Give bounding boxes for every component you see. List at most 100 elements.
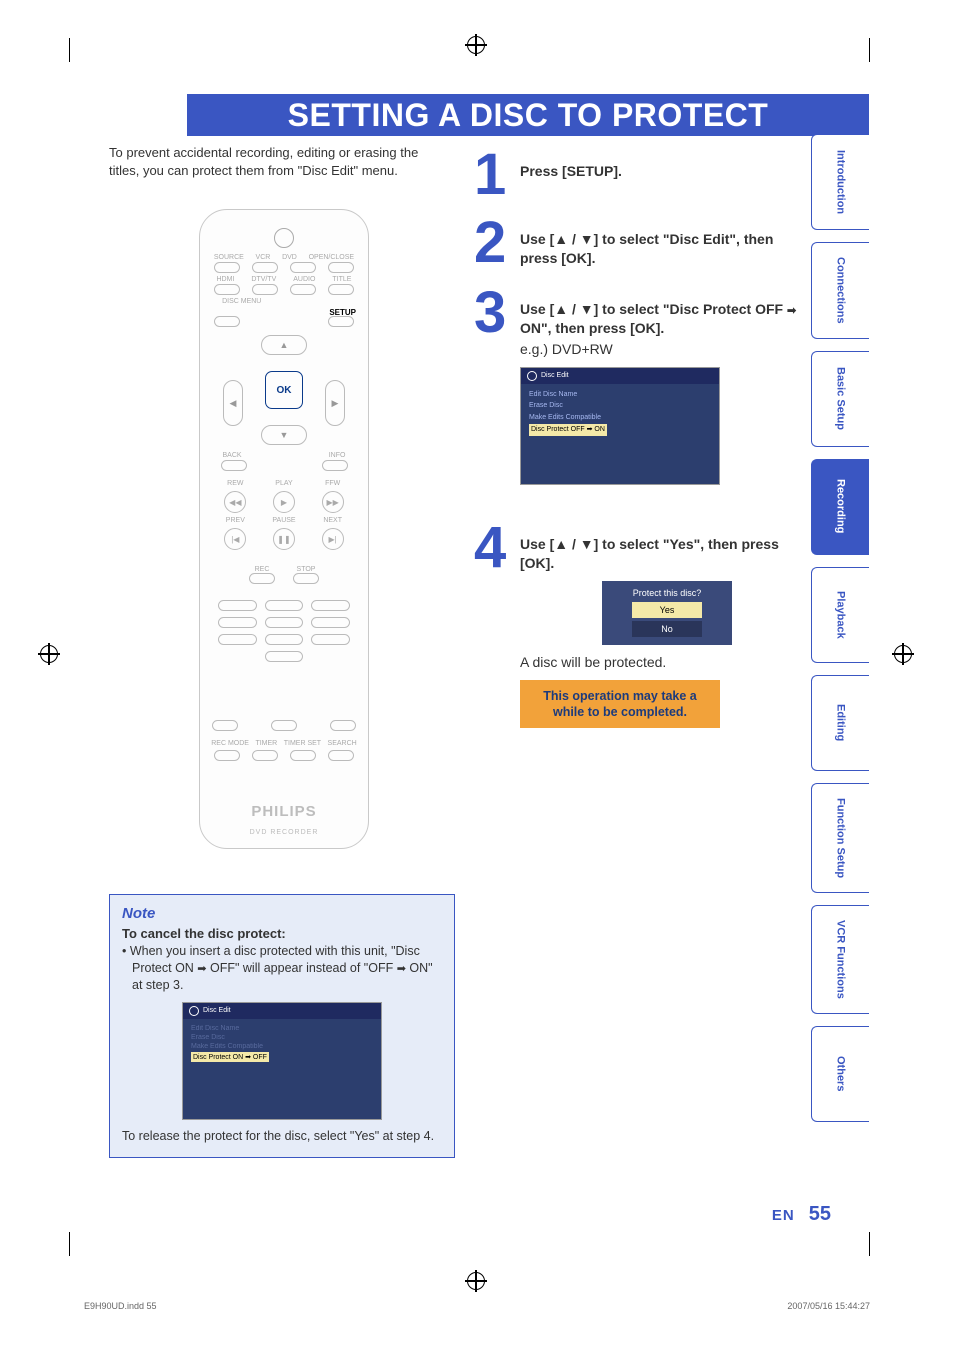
step-2: 2 Use [▲ / ▼] to select "Disc Edit", the…: [474, 220, 814, 268]
crop-mark-top: [467, 36, 485, 54]
remote-button: [271, 720, 297, 731]
remote-button: [214, 284, 240, 295]
osd-option-selected: Disc Protect OFF ➡ ON: [529, 424, 607, 435]
down-arrow-icon: ▼: [261, 425, 307, 445]
remote-button: [214, 262, 240, 273]
clear-button: [212, 720, 238, 731]
page-number: EN55: [772, 1203, 831, 1226]
num-button: [265, 651, 304, 662]
tab-function-setup[interactable]: Function Setup: [811, 783, 869, 893]
disc-icon: [527, 371, 537, 381]
crop-mark-right: [894, 645, 912, 663]
osd-title: Disc Edit: [203, 1007, 231, 1014]
num-button: [218, 617, 257, 628]
remote-button: [214, 750, 240, 761]
osd-option-selected: Disc Protect ON ➡ OFF: [191, 1052, 269, 1062]
btn-label: FFW: [311, 480, 354, 487]
btn-label: DTV/TV: [251, 276, 276, 283]
btn-label: SEARCH: [328, 740, 357, 747]
frame-line: [69, 38, 70, 62]
page-num: 55: [809, 1203, 831, 1225]
btn-label: VCR: [256, 254, 271, 261]
btn-label: STOP: [293, 566, 319, 573]
num-button: [311, 634, 350, 645]
ok-button: OK: [265, 371, 303, 409]
tab-vcr-functions[interactable]: VCR Functions: [811, 905, 869, 1014]
remote-button: [252, 262, 278, 273]
btn-label: DISC MENU: [222, 298, 261, 305]
tab-connections[interactable]: Connections: [811, 242, 869, 339]
tab-others[interactable]: Others: [811, 1026, 869, 1122]
remote-button: [290, 284, 316, 295]
osd-option: Edit Disc Name: [529, 390, 711, 399]
tab-recording[interactable]: Recording: [811, 459, 869, 555]
step-text: Press [SETUP].: [520, 163, 622, 179]
play-icon: ▶: [273, 491, 295, 513]
btn-label: AUDIO: [293, 276, 315, 283]
osd-option: Erase Disc: [191, 1034, 373, 1041]
step-3: 3 Use [▲ / ▼] to select "Disc Protect OF…: [474, 290, 814, 485]
btn-label: DVD: [282, 254, 297, 261]
arrow-icon: ➡: [397, 963, 406, 975]
dialog-question: Protect this disc?: [606, 587, 728, 599]
frame-line: [869, 1232, 870, 1256]
brand-subtitle: DVD RECORDER: [200, 829, 368, 836]
rew-icon: ◀◀: [224, 491, 246, 513]
rec-button: [249, 573, 275, 584]
prev-icon: |◀: [224, 528, 246, 550]
warning-box: This operation may take a while to be co…: [520, 680, 720, 729]
num-button: [311, 617, 350, 628]
frame-line: [69, 1232, 70, 1256]
transport-controls: REW PLAY FFW ◀◀ ▶ ▶▶ PREV PAUSE NEXT |◀ …: [214, 480, 354, 550]
btn-label: TIMER: [255, 740, 277, 747]
print-file: E9H90UD.indd 55: [84, 1301, 157, 1311]
num-button: [218, 634, 257, 645]
pause-icon: ❚❚: [273, 528, 295, 550]
number-pad: [218, 600, 350, 662]
print-timestamp: 2007/05/16 15:44:27: [787, 1301, 870, 1311]
remote-button: [290, 750, 316, 761]
btn-label: REW: [214, 480, 257, 487]
info-button: [322, 460, 348, 471]
confirm-dialog: Protect this disc? Yes No: [602, 581, 732, 645]
btn-label: TITLE: [332, 276, 351, 283]
remote-button: [252, 284, 278, 295]
disc-menu-button: [214, 316, 240, 327]
crop-mark-bottom: [467, 1272, 485, 1290]
note-body: • When you insert a disc protected with …: [122, 943, 442, 994]
btn-label: OPEN/CLOSE: [309, 254, 355, 261]
crop-mark-left: [40, 645, 58, 663]
tab-editing[interactable]: Editing: [811, 675, 869, 771]
tab-basic-setup[interactable]: Basic Setup: [811, 351, 869, 447]
next-icon: ▶|: [322, 528, 344, 550]
note-box: Note To cancel the disc protect: • When …: [109, 894, 455, 1158]
side-tabs: Introduction Connections Basic Setup Rec…: [811, 134, 869, 1134]
btn-label: REC MODE: [211, 740, 249, 747]
tab-introduction[interactable]: Introduction: [811, 134, 869, 230]
num-button: [311, 600, 350, 611]
btn-label: TIMER SET: [284, 740, 321, 747]
step-1: 1 Press [SETUP].: [474, 152, 814, 198]
arrow-icon: ➡: [787, 305, 796, 317]
step-after-text: A disc will be protected.: [520, 653, 814, 672]
btn-label: INFO: [329, 452, 346, 459]
note-subheading: To cancel the disc protect:: [122, 926, 442, 941]
btn-label: PAUSE: [263, 517, 306, 524]
right-arrow-icon: ▶: [325, 380, 345, 426]
btn-label: PREV: [214, 517, 257, 524]
osd-option: Erase Disc: [529, 401, 711, 410]
step-number: 2: [474, 220, 520, 266]
tab-playback[interactable]: Playback: [811, 567, 869, 663]
step-subtext: e.g.) DVD+RW: [520, 340, 814, 359]
text: OFF" will appear instead of "OFF: [207, 961, 397, 975]
btn-label: PLAY: [263, 480, 306, 487]
brand-logo: PHILIPS: [200, 803, 368, 820]
ffw-icon: ▶▶: [322, 491, 344, 513]
num-button: [265, 634, 304, 645]
step-number: 3: [474, 290, 520, 336]
setup-button: [328, 316, 354, 327]
left-arrow-icon: ◀: [223, 380, 243, 426]
btn-label: SOURCE: [214, 254, 244, 261]
step-number: 1: [474, 152, 520, 198]
disc-icon: [189, 1006, 199, 1016]
